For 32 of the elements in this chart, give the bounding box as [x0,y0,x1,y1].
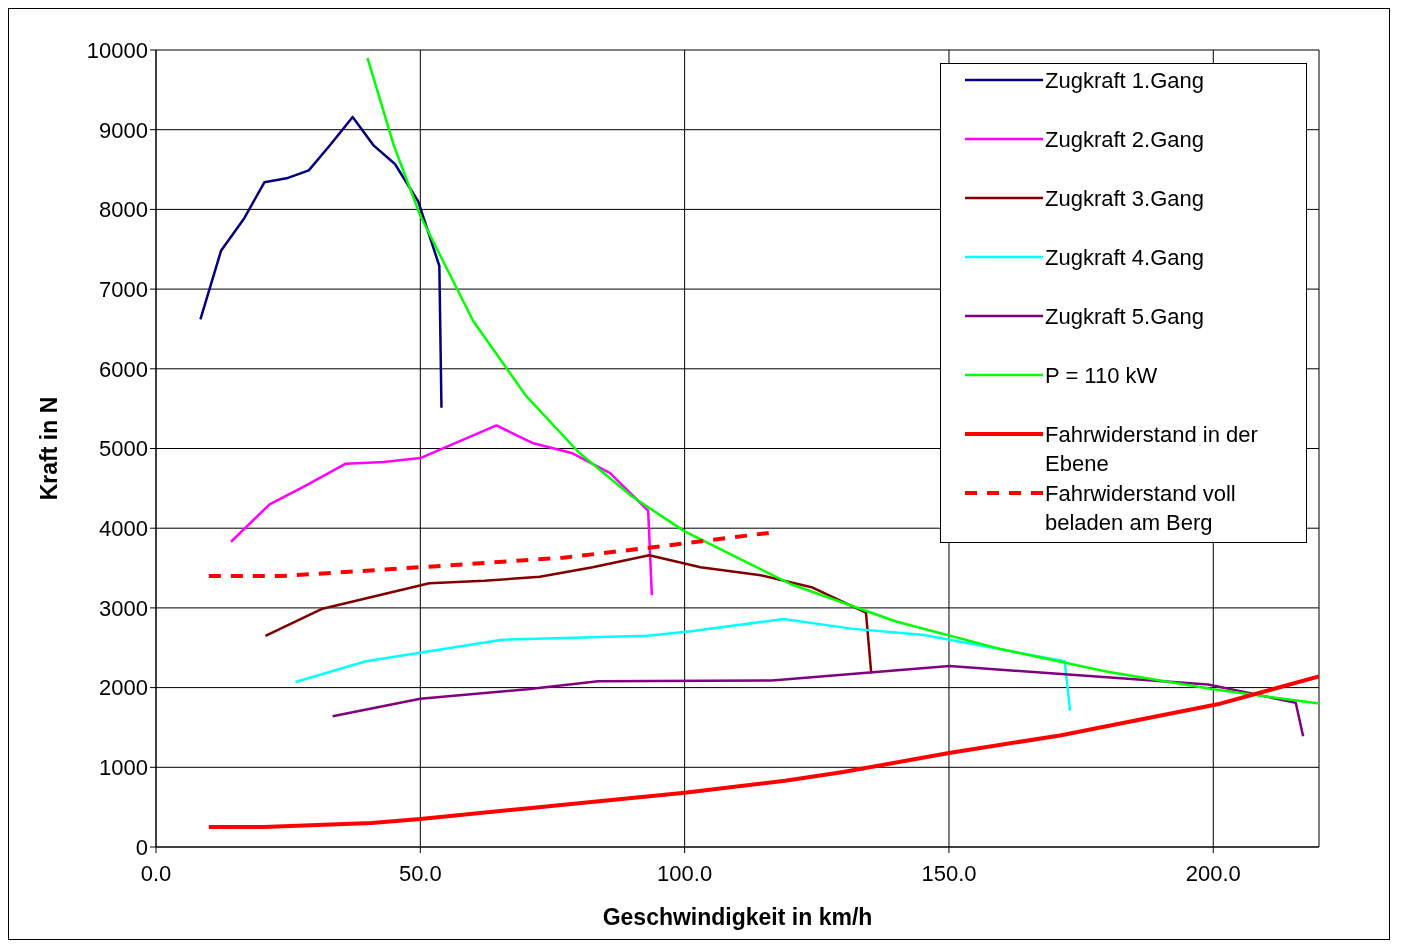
x-tick-label: 100.0 [657,860,713,886]
y-tick-label: 3000 [99,595,148,621]
line-series [366,56,1319,705]
legend-label: Zugkraft 2.Gang [1045,126,1204,154]
y-tick-label: 1000 [99,755,148,781]
legend-label: Zugkraft 5.Gang [1045,303,1204,331]
y-tick-label: 2000 [99,675,148,701]
legend-label: Fahrwiderstand voll beladen am Berg [1045,480,1237,537]
line-series [294,617,1072,712]
legend-label: Zugkraft 3.Gang [1045,185,1204,213]
x-tick-label: 50.0 [398,860,442,886]
y-tick-label: 9000 [99,117,148,143]
y-tick-label: 7000 [99,276,148,302]
x-tick-label: 0.0 [140,860,172,886]
y-axis-title: Kraft in N [36,396,63,501]
line-series [331,664,1305,738]
legend-label: P = 110 kW [1045,362,1158,390]
legend-label: Fahrwiderstand in der Ebene [1045,421,1259,478]
x-tick-label: 150.0 [921,860,977,886]
line-series [206,674,1319,830]
y-tick-label: 0 [135,834,148,860]
y-tick-label: 10000 [86,37,148,63]
x-axis-title: Geschwindigkeit in km/h [602,904,873,930]
y-tick-label: 5000 [99,436,148,462]
legend-label: Zugkraft 1.Gang [1045,67,1204,95]
y-tick-label: 8000 [99,197,148,223]
line-series [229,424,654,597]
y-tick-label: 4000 [99,516,148,542]
legend-label: Zugkraft 4.Gang [1045,244,1204,272]
y-tick-label: 6000 [99,356,148,382]
x-tick-label: 200.0 [1185,860,1241,886]
line-series [199,115,443,410]
